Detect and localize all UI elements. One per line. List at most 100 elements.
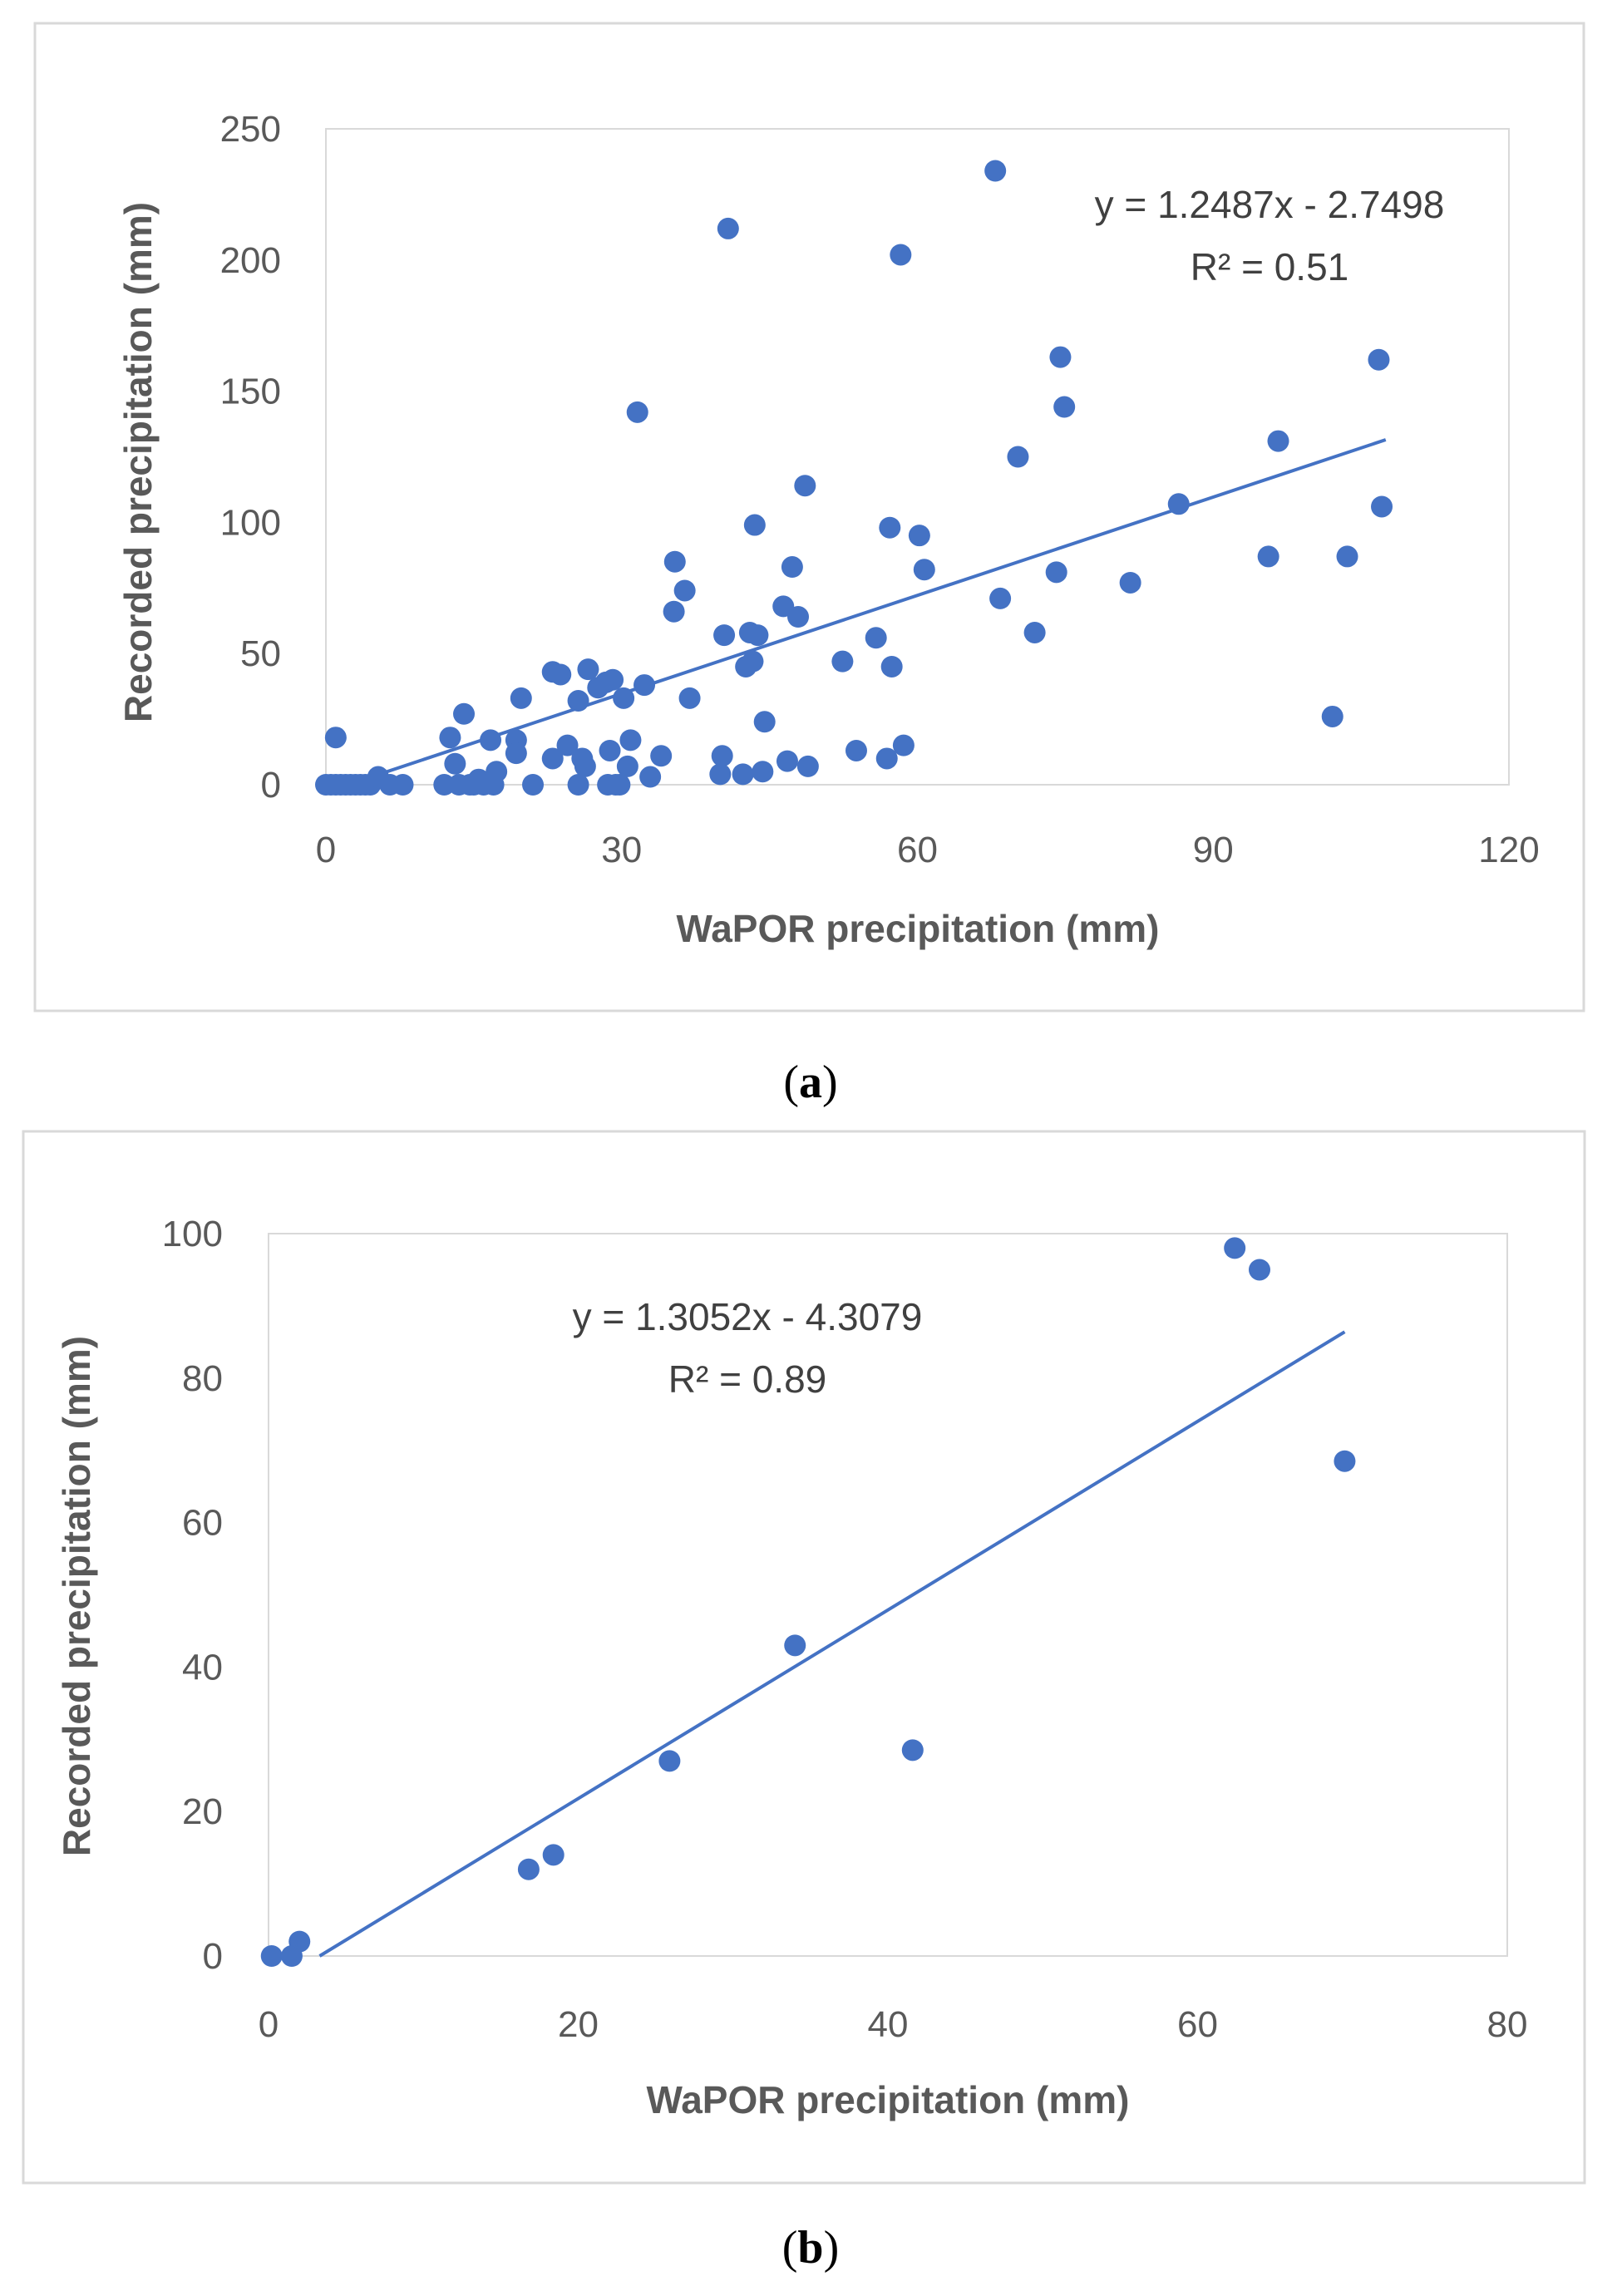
- chart-a-point: [1257, 545, 1279, 568]
- chart-a-point: [1371, 495, 1393, 518]
- chart-a-point: [880, 655, 903, 677]
- chart-a-point: [1023, 621, 1046, 643]
- chart-a-point: [787, 606, 810, 628]
- chart-a-point: [556, 734, 579, 756]
- chart-b-trendline: [318, 1330, 1346, 1958]
- chart-b-point: [784, 1634, 806, 1657]
- chart-a-point: [776, 750, 798, 772]
- chart-a-point: [713, 624, 736, 647]
- chart-a-point: [439, 727, 461, 749]
- chart-b-point: [1249, 1259, 1270, 1281]
- chart-a-point: [1321, 705, 1343, 727]
- chart-b-frame: [22, 1130, 1586, 2185]
- chart-b-point: [288, 1930, 311, 1953]
- chart-a-point: [984, 160, 1007, 182]
- chart-b-y-tick-label: 60: [182, 1503, 223, 1544]
- chart-a-equation: y = 1.2487x - 2.7498: [1095, 183, 1445, 226]
- chart-b-x-tick-label: 0: [259, 2004, 279, 2045]
- chart-a-point: [634, 674, 656, 697]
- chart-a-point: [444, 752, 466, 775]
- chart-a-y-tick-label: 50: [240, 633, 281, 674]
- chart-a-point: [1045, 561, 1067, 584]
- chart-a-y-tick-label: 200: [220, 240, 281, 281]
- chart-a-point: [732, 763, 754, 786]
- chart-b-point: [901, 1739, 924, 1761]
- chart-b-x-tick-label: 20: [558, 2004, 599, 2045]
- chart-a-point: [794, 475, 816, 497]
- chart-a-point: [845, 739, 867, 761]
- chart-a-point: [1167, 493, 1190, 515]
- chart-b-point: [542, 1844, 564, 1866]
- chart-a-point: [781, 556, 803, 579]
- chart-a-point: [747, 624, 769, 647]
- chart-a-point: [453, 702, 476, 725]
- chart-a-point: [989, 587, 1012, 609]
- chart-b-point: [1224, 1237, 1246, 1259]
- chart-a-point: [639, 766, 662, 788]
- chart-a-point: [890, 244, 912, 266]
- chart-a-point: [875, 747, 898, 770]
- chart-a-r2: R² = 0.51: [1191, 245, 1349, 288]
- chart-a-point: [541, 747, 564, 770]
- chart-a-point: [908, 525, 930, 547]
- chart-a-point: [1267, 430, 1289, 452]
- chart-a-point: [1007, 446, 1029, 468]
- chart-a-point: [879, 516, 901, 539]
- chart-a-x-axis-title: WaPOR precipitation (mm): [677, 907, 1160, 950]
- chart-a-point: [433, 774, 456, 796]
- panel-b: 0 20 40 60 80 100 0 20 40 60 80 y = 1.3052x - 4.3…: [22, 1130, 1586, 2274]
- chart-a-point: [1368, 348, 1390, 371]
- chart-b-point: [1334, 1450, 1356, 1472]
- chart-a-point: [711, 745, 733, 767]
- chart-a-point: [742, 650, 764, 673]
- chart-b-x-axis-title: WaPOR precipitation (mm): [647, 2078, 1130, 2121]
- panel-a: 0 50 100 150 200 250 0 30 60 90 120 y = 1.2487x -…: [33, 22, 1585, 1108]
- chart-a-point: [892, 734, 915, 756]
- chart-a-point: [650, 745, 673, 767]
- chart-a-point: [510, 687, 532, 709]
- chart-a-point: [752, 761, 774, 783]
- chart-a-x-tick-label: 120: [1478, 830, 1539, 870]
- caption-a: (a): [783, 1057, 837, 1108]
- chart-a-point: [743, 514, 766, 536]
- chart-b-r2: R² = 0.89: [668, 1357, 827, 1401]
- chart-a-point: [717, 217, 739, 239]
- chart-a-point: [616, 755, 638, 777]
- chart-a-point: [865, 627, 887, 649]
- chart-a-point: [1336, 545, 1358, 568]
- caption-a-letter: a: [799, 1057, 822, 1108]
- chart-a-point: [505, 742, 527, 765]
- chart-b-point: [658, 1750, 681, 1772]
- chart-a-point: [577, 658, 599, 681]
- chart-a-point: [574, 755, 596, 777]
- chart-a-point: [619, 729, 642, 751]
- chart-a-x-tick-label: 0: [316, 830, 336, 870]
- chart-b-y-tick-label: 20: [182, 1791, 223, 1832]
- chart-b-x-tick-label: 60: [1177, 2004, 1218, 2045]
- chart-b-x-tick-label: 40: [868, 2004, 909, 2045]
- chart-a-trendline: [325, 438, 1387, 794]
- chart-a-point: [663, 600, 685, 623]
- chart-a-point: [673, 579, 696, 602]
- chart-b-y-tick-label: 0: [203, 1936, 223, 1977]
- chart-a-point: [678, 687, 701, 709]
- chart-a-y-tick-label: 150: [220, 372, 281, 412]
- chart-a-point: [1049, 346, 1072, 368]
- chart-a-point: [599, 739, 621, 761]
- chart-a-point: [831, 650, 854, 673]
- chart-a-point: [486, 761, 508, 783]
- chart-a-y-tick-label: 100: [220, 502, 281, 543]
- chart-a-point: [626, 401, 648, 423]
- chart-a-plot-area: [325, 128, 1510, 786]
- caption-b: (b): [782, 2222, 839, 2274]
- chart-a-x-tick-label: 60: [897, 830, 938, 870]
- chart-a-point: [602, 668, 624, 691]
- chart-a-point: [550, 663, 572, 686]
- chart-b-point: [517, 1858, 540, 1880]
- chart-a-point: [567, 774, 589, 796]
- chart-a-point: [753, 711, 776, 733]
- chart-a-x-tick-label: 90: [1193, 830, 1234, 870]
- chart-a-point: [522, 774, 545, 796]
- chart-a-frame: [33, 22, 1585, 1013]
